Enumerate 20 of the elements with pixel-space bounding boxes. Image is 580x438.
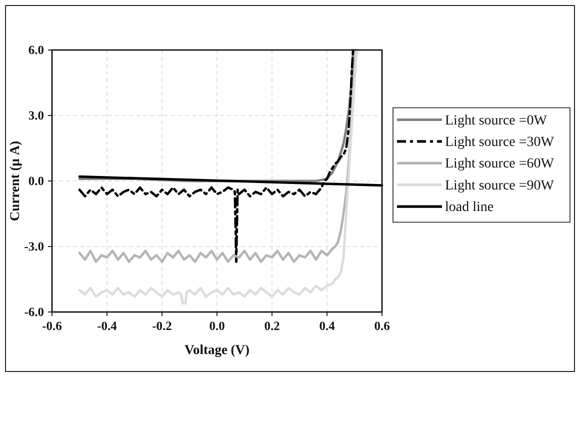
y-tick-label: -6.0 xyxy=(24,305,44,319)
x-axis-title: Voltage (V) xyxy=(184,342,250,357)
y-tick-label: 3.0 xyxy=(28,108,44,122)
x-tick-label: 0.6 xyxy=(374,319,390,333)
y-tick-label: 0.0 xyxy=(28,174,44,188)
legend-label: load line xyxy=(445,200,494,216)
y-tick-label: -3.0 xyxy=(24,240,44,254)
legend-label: Light source =0W xyxy=(445,113,548,128)
x-tick-label: 0.0 xyxy=(209,319,225,333)
x-tick-label: 0.4 xyxy=(319,319,336,333)
x-tick-label: -0.6 xyxy=(42,319,62,333)
line-series xyxy=(78,48,354,182)
y-tick-label: 6.0 xyxy=(28,43,44,57)
x-tick-label: -0.2 xyxy=(152,319,172,333)
legend-label: Light source =60W xyxy=(445,156,555,172)
x-tick-label: 0.2 xyxy=(264,319,280,333)
y-axis-title: Current (μ A) xyxy=(7,140,22,222)
legend-label: Light source =90W xyxy=(445,178,555,194)
legend-label: Light source =30W xyxy=(445,134,555,150)
x-tick-label: -0.4 xyxy=(97,319,118,333)
